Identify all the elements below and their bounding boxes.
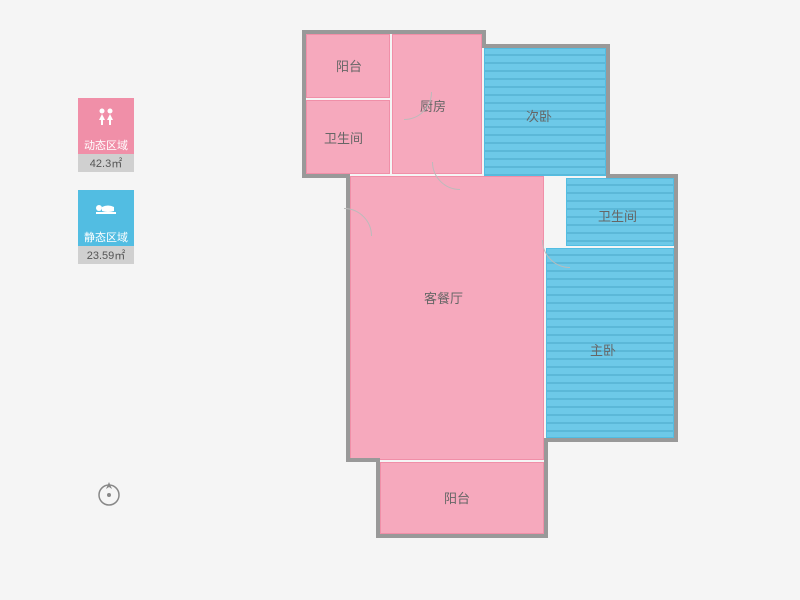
dynamic-icon xyxy=(78,98,134,136)
wall-segment xyxy=(302,174,350,178)
room-label-阳台2: 阳台 xyxy=(444,488,470,507)
room-label-次卧: 次卧 xyxy=(526,106,552,125)
compass-icon xyxy=(94,478,124,513)
wall-segment xyxy=(376,534,548,538)
room-label-主卧: 主卧 xyxy=(590,340,616,359)
legend-dynamic: 动态区域 42.3㎡ xyxy=(78,98,134,172)
room-label-卫生间2: 卫生间 xyxy=(598,206,637,225)
room-label-客餐厅: 客餐厅 xyxy=(424,288,463,307)
wall-segment xyxy=(544,438,548,462)
room-label-阳台1: 阳台 xyxy=(336,56,362,75)
wall-segment xyxy=(346,458,380,462)
room-label-卫生间1: 卫生间 xyxy=(324,128,363,147)
room-客餐厅 xyxy=(350,176,544,460)
wall-segment xyxy=(482,44,610,48)
wall-segment xyxy=(606,44,610,178)
wall-segment xyxy=(544,458,548,538)
floorplan-container: 阳台厨房卫生间次卧卫生间客餐厅主卧阳台 xyxy=(260,22,710,582)
wall-segment xyxy=(376,458,380,538)
legend-panel: 动态区域 42.3㎡ 静态区域 23.59㎡ xyxy=(78,98,134,282)
static-icon xyxy=(78,190,134,228)
dynamic-label: 动态区域 xyxy=(78,136,134,154)
static-value: 23.59㎡ xyxy=(78,246,134,264)
wall-segment xyxy=(302,30,306,178)
dynamic-value: 42.3㎡ xyxy=(78,154,134,172)
wall-segment xyxy=(674,174,678,442)
static-label: 静态区域 xyxy=(78,228,134,246)
wall-segment xyxy=(606,174,678,178)
legend-static: 静态区域 23.59㎡ xyxy=(78,190,134,264)
wall-segment xyxy=(302,30,486,34)
wall-segment xyxy=(544,438,678,442)
